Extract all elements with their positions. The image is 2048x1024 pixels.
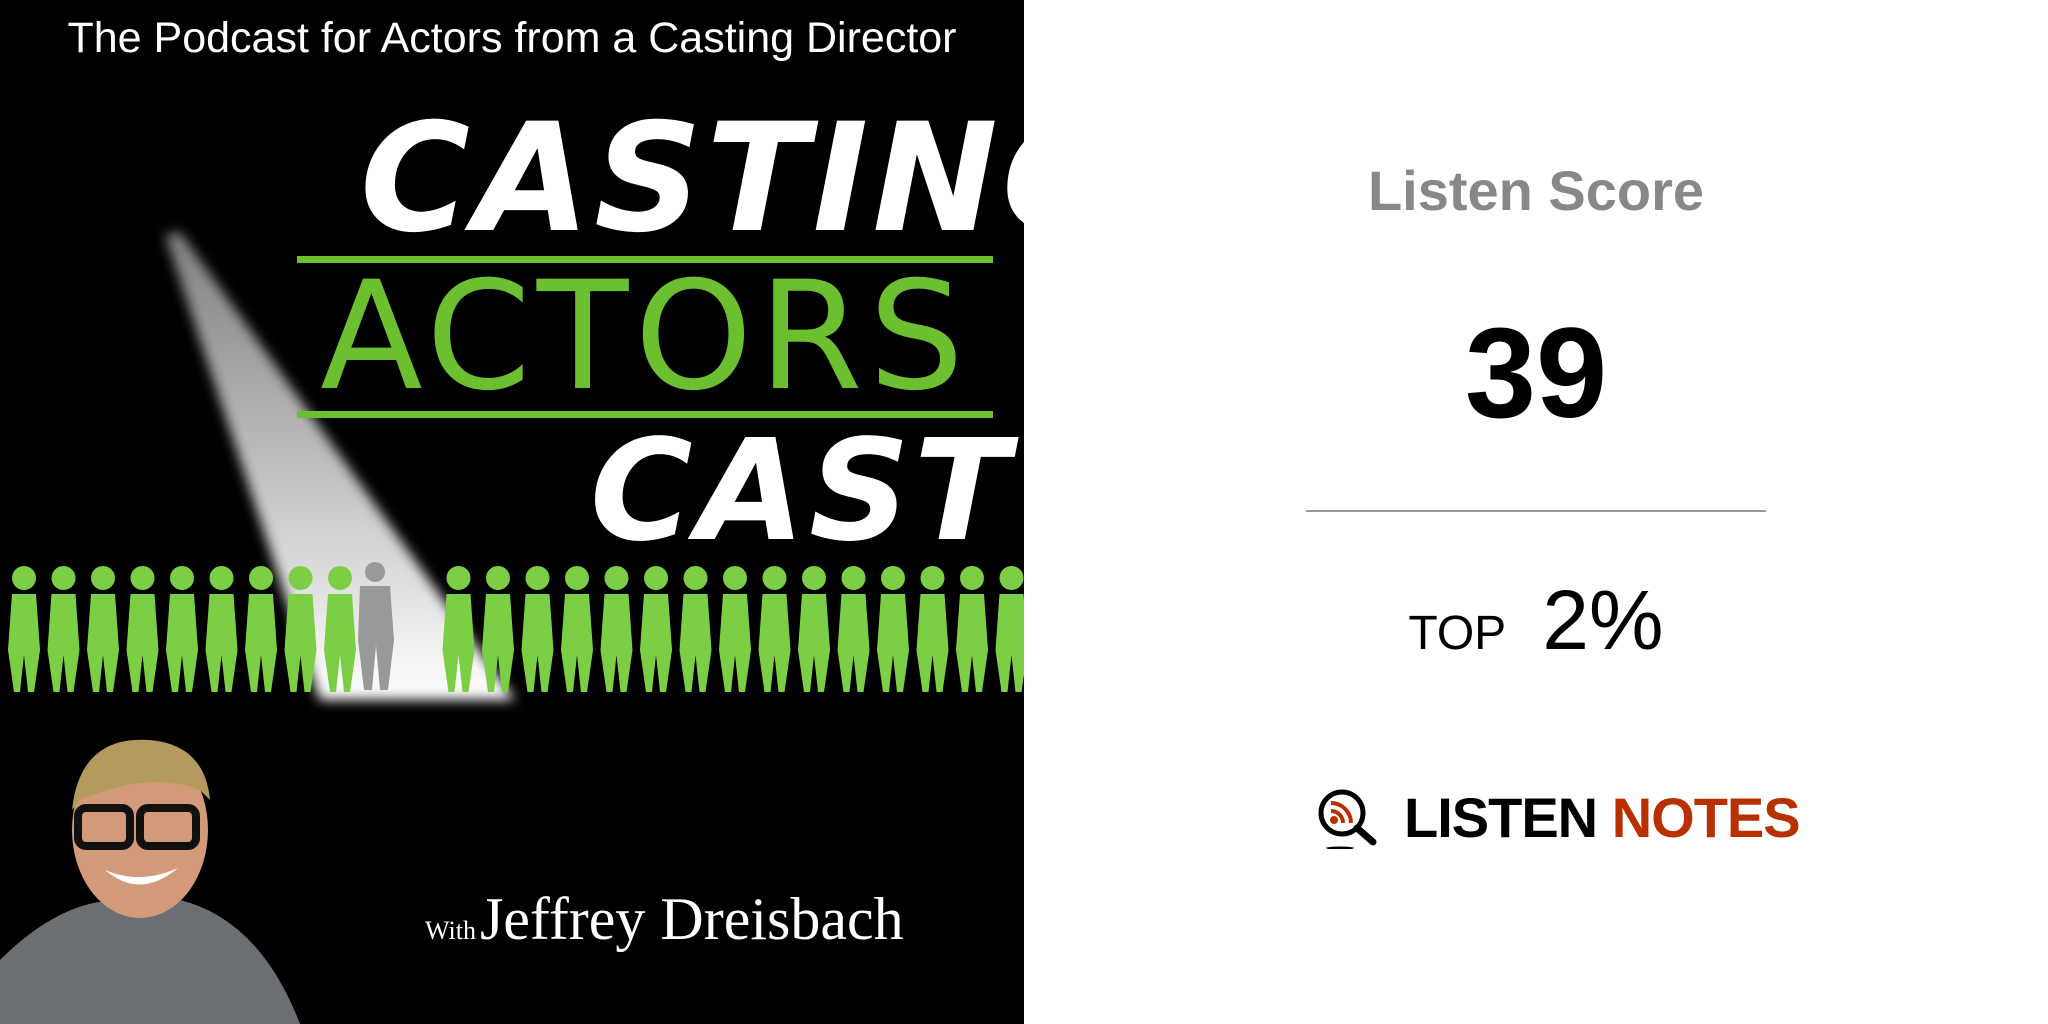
podcast-cover-art: (function(){ var g=document.currentScrip… [0, 0, 1024, 1024]
cover-title-cast: CAST [590, 410, 1014, 573]
cover-tagline: The Podcast for Actors from a Casting Di… [67, 14, 957, 62]
listen-notes-logo: LISTEN NOTES [1316, 785, 1801, 850]
cover-host-credit: With Jeffrey Dreisbach [425, 885, 904, 954]
rank-line: TOP 2% [1024, 572, 2048, 669]
cover-title-actors: ACTORS [320, 250, 970, 424]
listen-score-panel: Listen Score 39 TOP 2% LISTEN NOTES [1024, 0, 2048, 1024]
rank-value: 2% [1542, 573, 1664, 667]
cover-artwork: (function(){ var g=document.currentScrip… [0, 232, 1024, 1024]
host-photo [0, 739, 300, 1024]
spotlight-beam [165, 232, 515, 700]
brand-word-notes: NOTES [1611, 786, 1801, 849]
host-prefix: With [425, 916, 476, 945]
magnifier-rss-icon [1318, 789, 1377, 849]
host-name: Jeffrey Dreisbach [479, 886, 904, 952]
listen-score-title: Listen Score [1367, 159, 1705, 222]
cover-title-casting: CASTING [360, 92, 1024, 266]
actor-silhouettes: (function(){ var g=document.currentScrip… [8, 566, 1024, 692]
rank-label: TOP [1408, 607, 1507, 660]
spotlit-actor-silhouette [358, 562, 394, 690]
divider [1306, 510, 1766, 512]
listen-score-value: 39 [1464, 302, 1608, 445]
brand-word-listen: LISTEN [1404, 786, 1598, 849]
cover-title-actors-frame: ACTORS [297, 256, 993, 418]
